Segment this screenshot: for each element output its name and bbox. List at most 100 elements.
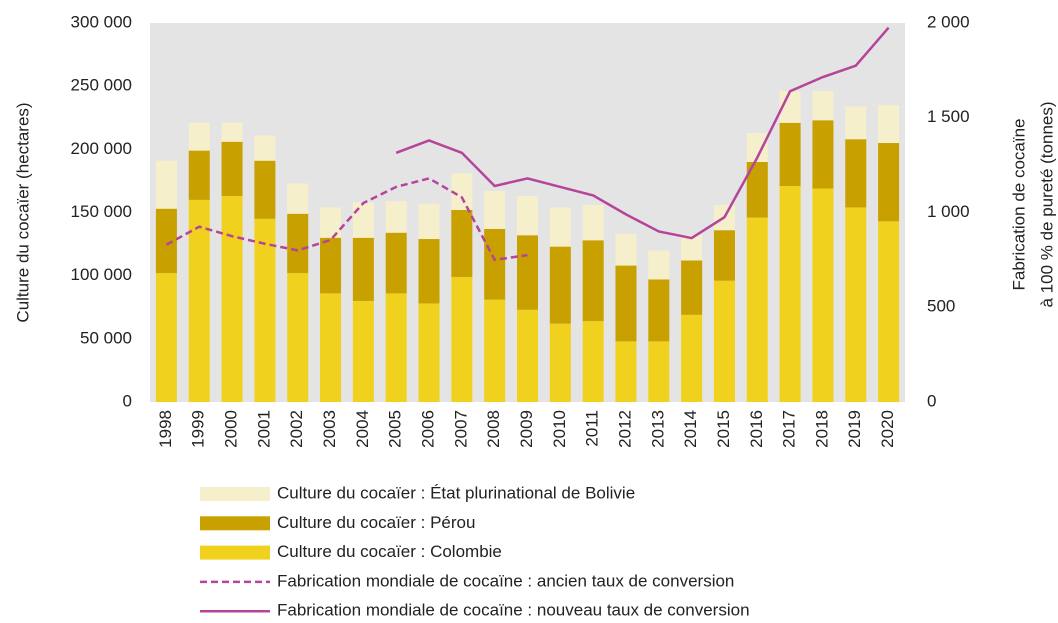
y-tick-label: 200 000: [71, 139, 132, 158]
x-tick-label: 2004: [353, 410, 372, 448]
bar-segment: [516, 196, 539, 236]
bar-segment: [484, 228, 506, 300]
bar-segment: [812, 188, 834, 402]
bar-segment: [779, 185, 801, 402]
legend-label: Fabrication mondiale de cocaïne : nouvea…: [277, 601, 750, 620]
line-series: [165, 177, 528, 262]
x-tick-label: 2010: [550, 410, 569, 448]
bar-segment: [746, 132, 768, 162]
legend-label: Culture du cocaïer : Colombie: [277, 542, 502, 561]
legend-swatch: [200, 516, 270, 531]
bar-segment: [779, 122, 801, 186]
bar-segment: [418, 303, 440, 402]
x-tick-label: 2008: [484, 410, 503, 448]
bar-segment: [188, 199, 210, 402]
bar-segment: [287, 273, 309, 402]
bar-segment: [385, 201, 407, 233]
bar-segment: [878, 221, 900, 402]
bar-segment: [287, 213, 309, 274]
bar-segment: [845, 139, 867, 208]
bar-segment: [812, 120, 834, 189]
x-tick-label: 2020: [878, 410, 897, 448]
bar-segment: [615, 233, 637, 266]
y-tick-label: 0: [123, 391, 132, 410]
bar-segment: [549, 207, 571, 247]
bar-segment: [188, 122, 210, 151]
bar-segment: [418, 239, 440, 304]
bar-segment: [713, 280, 735, 402]
x-tick-label: 2014: [681, 410, 700, 448]
y2-tick-label: 0: [927, 391, 936, 410]
bar-segment: [188, 150, 210, 200]
legend-label: Fabrication mondiale de cocaïne : ancien…: [277, 571, 734, 590]
bar-segment: [516, 235, 539, 310]
y-tick-label: 300 000: [71, 12, 132, 31]
bar-segment: [878, 105, 900, 144]
bar-segment: [254, 135, 276, 161]
bar-segment: [845, 207, 867, 402]
bar-segment: [878, 143, 900, 222]
x-tick-label: 2018: [812, 410, 831, 448]
x-tick-label: 2000: [222, 410, 241, 448]
y2-tick-label: 500: [927, 297, 955, 316]
bar-segment: [615, 265, 637, 342]
bar-segment: [746, 217, 768, 402]
y2-axis-title: à 100 % de pureté (tonnes): [1037, 101, 1056, 307]
bar-segment: [516, 309, 539, 402]
bar-segment: [484, 191, 506, 229]
x-tick-label: 2017: [780, 410, 799, 448]
x-tick-label: 2009: [517, 410, 536, 448]
x-tick-label: 2015: [714, 410, 733, 448]
bar-segment: [713, 230, 735, 281]
bar-segment: [221, 122, 243, 142]
bar-segment: [582, 321, 604, 402]
y-tick-label: 50 000: [80, 328, 132, 347]
x-tick-label: 2016: [747, 410, 766, 448]
y-tick-label: 150 000: [71, 202, 132, 221]
bar-segment: [451, 173, 473, 210]
bar-segment: [155, 273, 177, 402]
y2-tick-label: 1 000: [927, 202, 970, 221]
line-series: [395, 26, 890, 240]
x-tick-label: 2011: [583, 410, 602, 447]
y2-tick-label: 2 000: [927, 12, 970, 31]
bar-segment: [549, 323, 571, 402]
x-tick-label: 1998: [156, 410, 175, 448]
bar-segment: [582, 240, 604, 322]
bar-segment: [615, 341, 637, 402]
bar-segment: [582, 204, 604, 241]
x-tick-label: 2013: [648, 410, 667, 448]
bar-segment: [451, 276, 473, 402]
bar-segment: [681, 314, 703, 402]
y2-axis-title: Fabrication de cocaïne: [1009, 119, 1028, 291]
x-tick-label: 2007: [451, 410, 470, 448]
bar-segment: [845, 106, 867, 140]
bar-segment: [746, 161, 768, 218]
bar-segment: [221, 196, 243, 402]
bar-segment: [155, 160, 177, 209]
x-tick-label: 2012: [615, 410, 634, 448]
bar-segment: [254, 218, 276, 402]
bar-segment: [418, 203, 440, 240]
bar-segment: [451, 209, 473, 277]
bar-segment: [648, 279, 670, 342]
legend-label: Culture du cocaïer : État plurinational …: [277, 483, 635, 502]
y2-tick-label: 1 500: [927, 107, 970, 126]
x-tick-label: 2001: [254, 410, 273, 448]
legend-swatch: [200, 487, 270, 501]
x-tick-label: 2019: [845, 410, 864, 448]
bar-segment: [648, 250, 670, 280]
bar-segment: [155, 208, 177, 274]
x-tick-label: 2003: [320, 410, 339, 448]
bar-segment: [484, 299, 506, 402]
y-tick-label: 250 000: [71, 76, 132, 95]
bar-segment: [681, 235, 703, 261]
x-tick-label: 2006: [419, 410, 438, 448]
bar-segment: [812, 91, 834, 121]
bar-segment: [549, 246, 571, 324]
bar-segment: [320, 293, 342, 402]
bar-segment: [352, 300, 374, 402]
y-tick-label: 100 000: [71, 265, 132, 284]
x-tick-label: 1999: [189, 410, 208, 448]
